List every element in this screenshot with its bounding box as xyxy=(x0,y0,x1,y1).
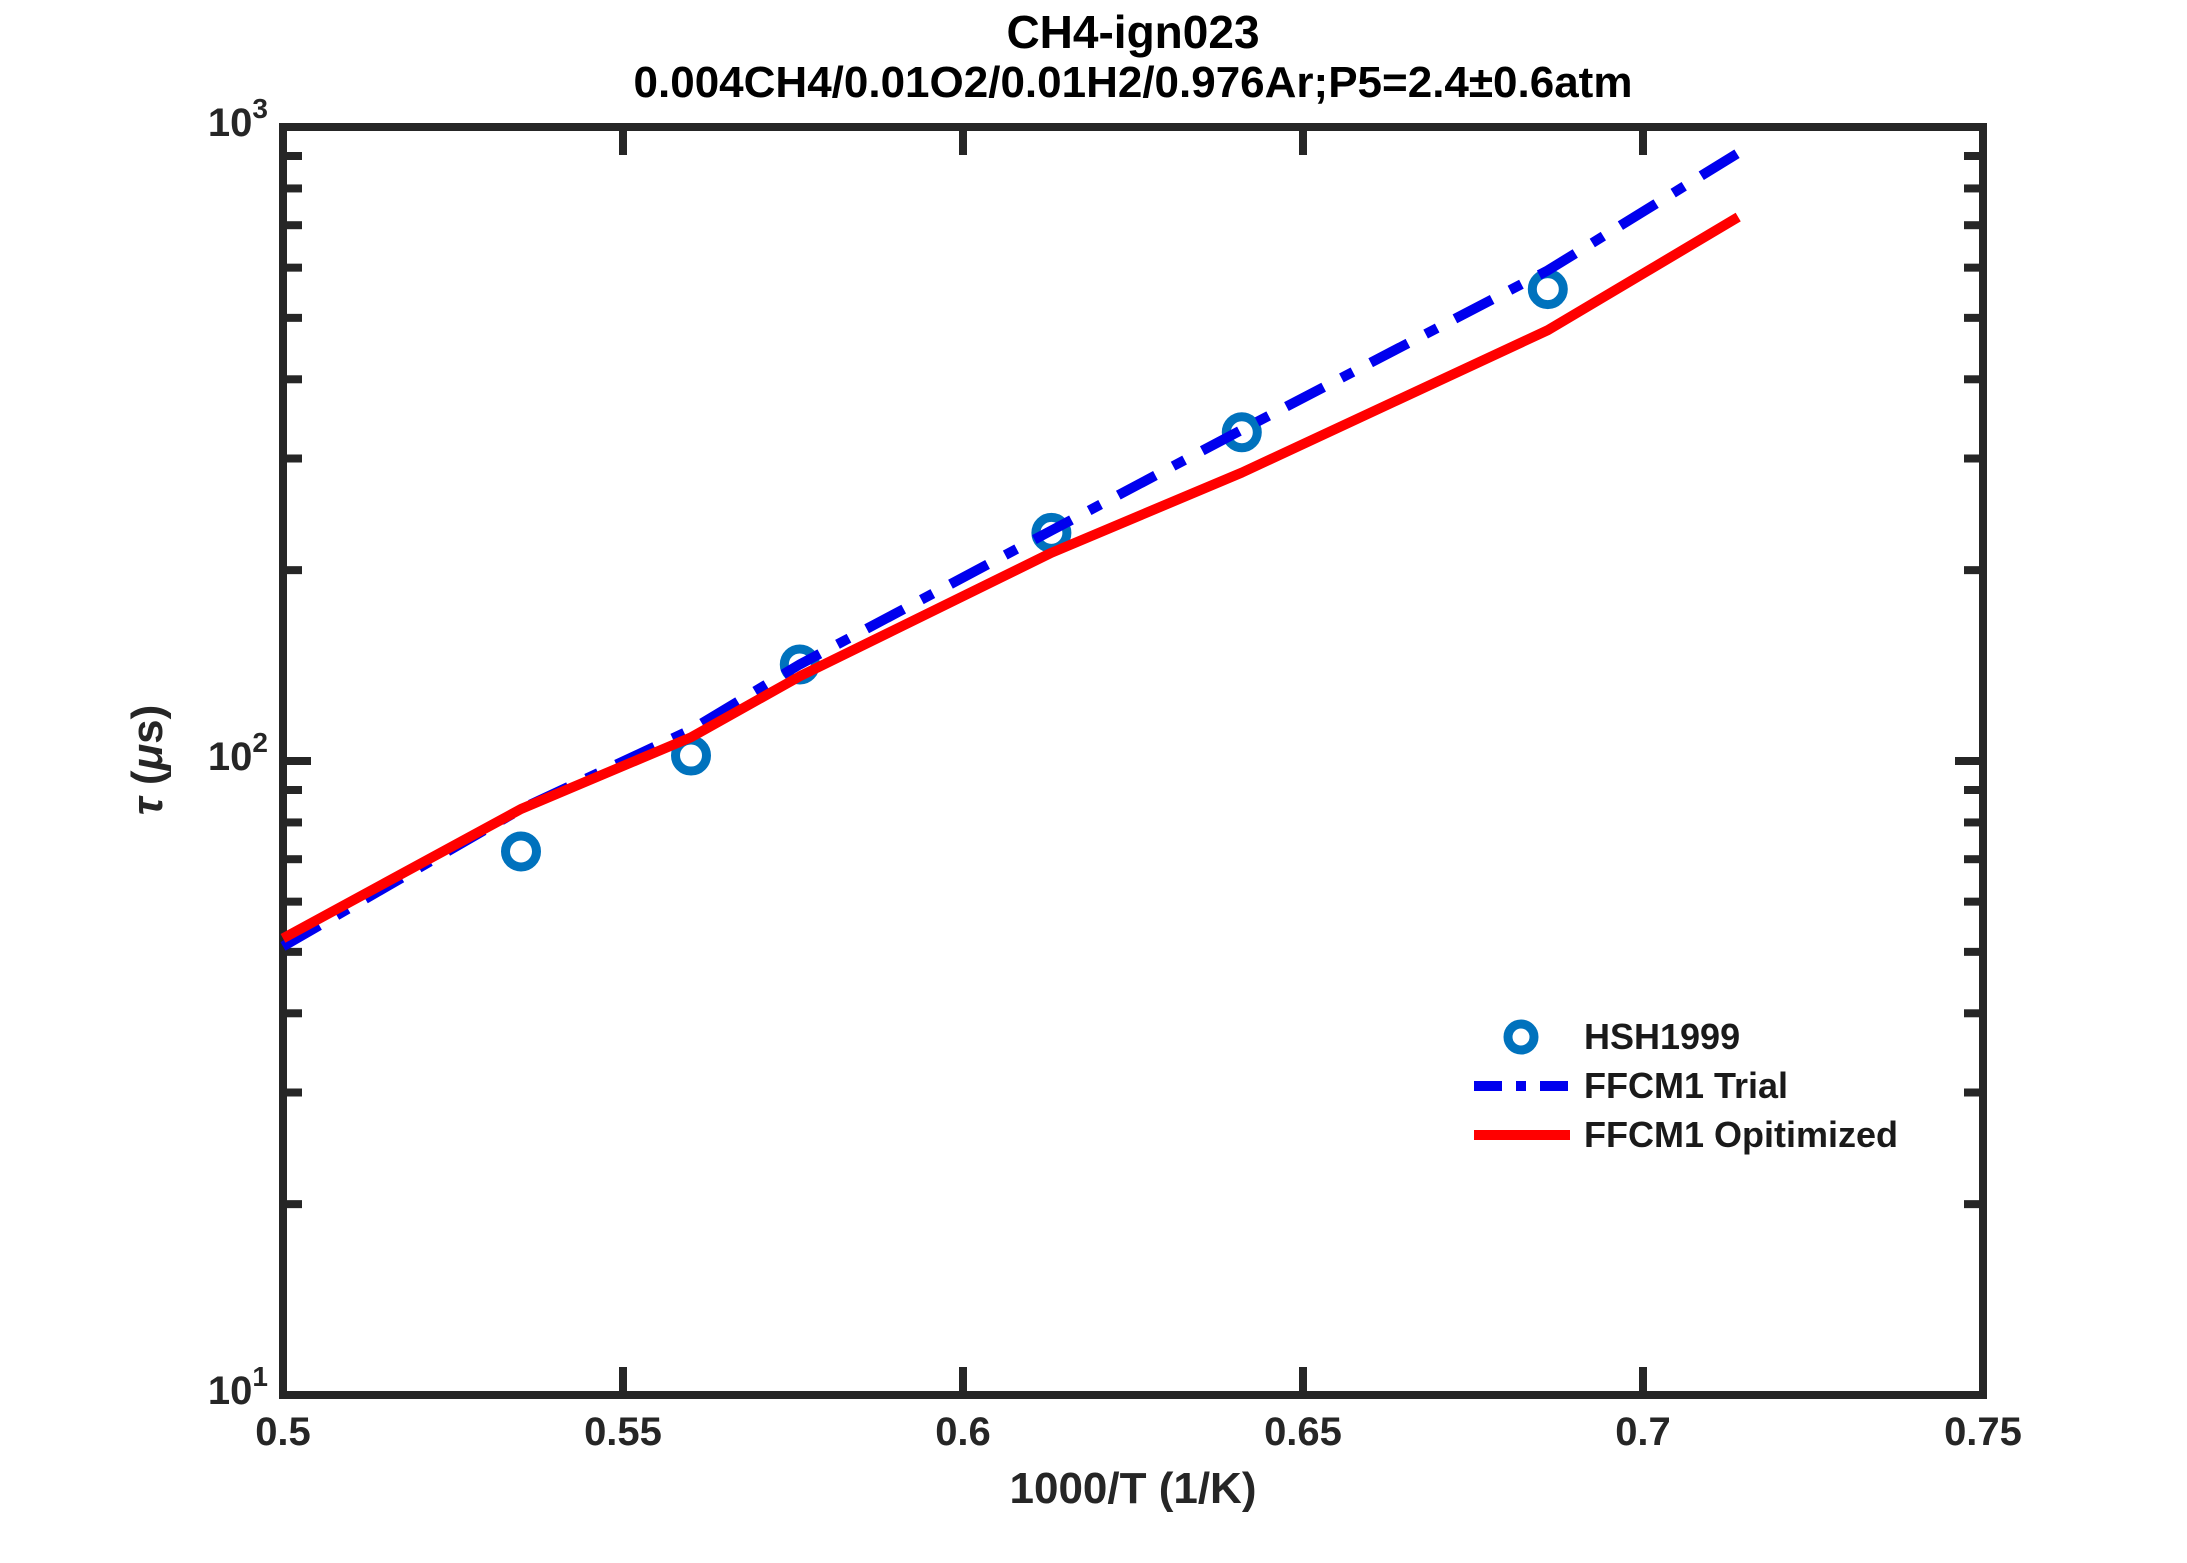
legend-label-ffcm1-trial: FFCM1 Trial xyxy=(1584,1064,1789,1106)
y-tick-label-10: 101 xyxy=(207,1360,268,1413)
chart-subtitle: 0.004CH4/0.01O2/0.01H2/0.976Ar;P5=2.4±0.… xyxy=(633,58,1633,107)
x-tick-label-0-5: 0.5 xyxy=(255,1410,311,1454)
legend-hsh1999-marker-icon xyxy=(1503,1019,1539,1054)
x-tick-label-0-75: 0.75 xyxy=(1944,1410,2022,1454)
legend-label-ffcm1-optimized: FFCM1 Opitimized xyxy=(1584,1113,1898,1155)
legend-label-hsh1999: HSH1999 xyxy=(1584,1015,1741,1057)
y-tick-label-1000: 103 xyxy=(207,92,268,145)
x-tick-label-0-55: 0.55 xyxy=(584,1410,662,1454)
series-line-ffcm1-trial xyxy=(280,148,1741,951)
data-point-marker-hsh1999 xyxy=(501,831,541,872)
y-axis-label: τ (μs) xyxy=(123,704,172,816)
data-point-marker-hsh1999 xyxy=(1527,269,1568,310)
y-tick-label-100: 102 xyxy=(207,726,268,779)
x-axis-label: 1000/T (1/K) xyxy=(1009,1464,1257,1513)
legend-line-sample xyxy=(1474,1080,1570,1091)
series-line-ffcm1-opitimized xyxy=(280,212,1741,943)
legend-item-ffcm1-optimized: FFCM1 Opitimized xyxy=(1470,1110,1898,1159)
legend-item-hsh1999: HSH1999 xyxy=(1470,1012,1898,1061)
x-tick-label-0-7: 0.7 xyxy=(1615,1410,1671,1454)
legend-marker-sample xyxy=(1503,1019,1539,1054)
plot-box xyxy=(279,123,1987,1399)
legend-item-ffcm1-trial: FFCM1 Trial xyxy=(1470,1061,1898,1110)
legend-line-sample xyxy=(1474,1129,1570,1140)
data-point-marker-hsh1999 xyxy=(1221,412,1262,453)
chart-header: CH4-ign023 0.004CH4/0.01O2/0.01H2/0.976A… xyxy=(283,0,1983,108)
x-tick-label-0-6: 0.6 xyxy=(935,1410,991,1454)
x-tick-label-0-65: 0.65 xyxy=(1264,1410,1342,1454)
legend: HSH1999 FFCM1 Trial FFCM1 Opitimized xyxy=(1470,1012,1898,1159)
chart-title: CH4-ign023 xyxy=(1006,6,1260,58)
